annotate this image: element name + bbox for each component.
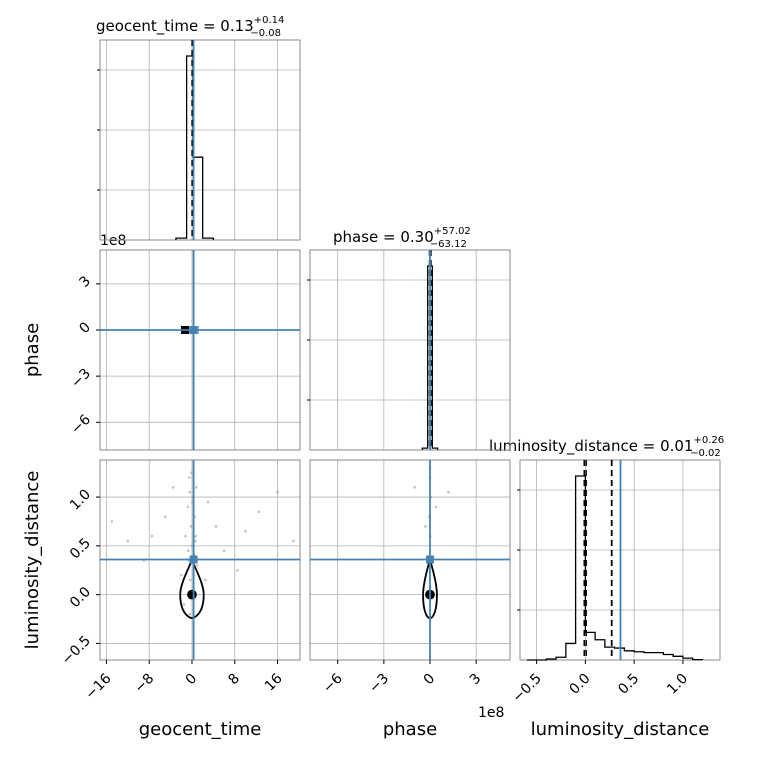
scatter-point — [276, 490, 279, 494]
scatter-point — [196, 564, 199, 567]
offset-label-phase-y: 1e8 — [100, 233, 126, 249]
y-tick-label: −3 — [68, 366, 94, 392]
x-tick-label: 0 — [421, 671, 439, 689]
scatter-point — [214, 525, 218, 528]
density-core — [188, 591, 195, 598]
panel-phase-geocent_time — [99, 249, 301, 451]
truth-marker — [426, 555, 434, 564]
ylabel-phase: phase — [22, 323, 43, 377]
scatter-point — [150, 534, 154, 538]
scatter-point — [186, 549, 190, 553]
scatter-point — [244, 529, 247, 533]
scatter-point — [206, 500, 210, 504]
scatter-point — [182, 603, 186, 606]
panel-frame — [309, 249, 511, 451]
x-tick-label: −6 — [320, 671, 346, 697]
x-tick-label: 0 — [183, 671, 201, 689]
truth-marker — [189, 326, 198, 334]
xlabel-geocent-time: geocent_time — [139, 719, 262, 740]
scatter-point — [171, 486, 175, 489]
scatter-point — [424, 525, 427, 528]
y-tick-label: 1.0 — [67, 486, 94, 513]
y-tick-label: 0.5 — [67, 535, 94, 562]
scatter-point — [186, 505, 190, 509]
y-tick-label: 3 — [76, 273, 94, 291]
xlabel-phase: phase — [383, 719, 437, 740]
x-tick-label: 0.0 — [567, 671, 594, 698]
scatter-point — [189, 578, 192, 582]
x-tick-label: −0.5 — [509, 671, 544, 706]
panel-luminosity_distance-phase — [309, 459, 511, 661]
scatter-point — [184, 534, 187, 538]
scatter-point — [236, 568, 239, 572]
panel-luminosity_distance-geocent_time — [99, 459, 301, 661]
scatter-point — [190, 471, 193, 474]
scatter-point — [257, 510, 261, 514]
plot-layer: −16 −8 0 8 16 −6 −3 0 3 −0.5 0.0 0.5 1.0 −6 −3 0 3 −0.5 0.… — [59, 39, 721, 706]
ylabel-luminosity-distance: luminosity_distance — [22, 471, 43, 650]
scatter-point — [179, 573, 183, 577]
scatter-point — [126, 539, 130, 543]
scatter-point — [189, 525, 193, 528]
y-tick-label: 0 — [76, 319, 94, 337]
x-tick-label: 8 — [225, 671, 243, 689]
x-tick-label: 1.0 — [664, 671, 691, 698]
panel-luminosity_distance-luminosity_distance — [517, 459, 721, 661]
truth-marker — [189, 555, 198, 564]
scatter-point — [292, 539, 295, 543]
scatter-point — [413, 486, 416, 489]
panel-geocent_time-geocent_time — [97, 39, 301, 241]
histogram-luminosity_distance — [526, 475, 704, 661]
y-tick-label: −0.5 — [59, 633, 94, 668]
scatter-point — [194, 486, 198, 489]
scatter-point — [163, 515, 167, 518]
y-tick-label: −6 — [68, 412, 94, 438]
scatter-point — [447, 490, 450, 494]
panel-frame — [99, 249, 301, 451]
scatter-point — [204, 578, 207, 582]
histogram-geocent_time — [175, 55, 215, 240]
x-tick-label: −8 — [132, 671, 158, 697]
scatter-point — [434, 505, 438, 509]
y-tick-label: 0.0 — [67, 584, 94, 611]
x-tick-label: 16 — [262, 671, 286, 695]
x-tick-label: 0.5 — [615, 671, 642, 698]
x-tick-label: −16 — [82, 671, 114, 703]
panel-phase-phase — [307, 249, 511, 451]
scatter-point — [193, 539, 197, 543]
scatter-point — [194, 534, 198, 538]
panel-frame — [99, 39, 301, 241]
scatter-point — [190, 544, 194, 548]
scatter-point — [222, 549, 226, 553]
scatter-point — [110, 520, 114, 523]
x-tick-label: 3 — [467, 671, 485, 689]
xlabel-luminosity-distance: luminosity_distance — [531, 719, 710, 740]
title-luminosity-distance: luminosity_distance = 0.01+0.26 −0.02 — [489, 435, 724, 459]
offset-label-phase-x: 1e8 — [478, 705, 504, 721]
x-tick-label: −3 — [366, 671, 392, 697]
title-phase: phase = 0.30+57.02 −63.12 — [333, 226, 471, 250]
scatter-point — [188, 476, 191, 479]
contour-inner — [187, 589, 197, 600]
title-geocent-time: geocent_time = 0.13+0.14 −0.08 — [96, 15, 284, 39]
scatter-point — [188, 490, 192, 494]
contour-outer — [179, 556, 205, 620]
scatter-point — [188, 612, 192, 616]
